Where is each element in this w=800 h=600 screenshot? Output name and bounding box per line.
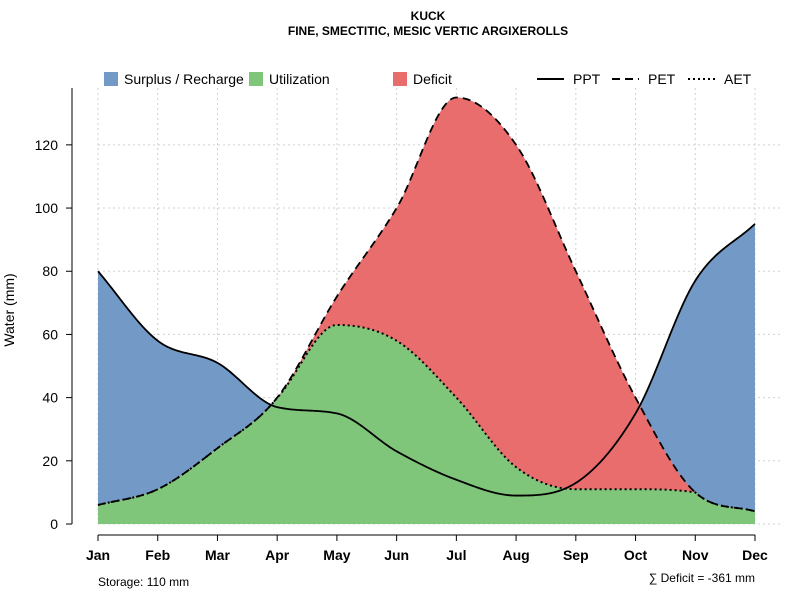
y-tick-label: 40 [42,390,58,406]
x-tick-label-jun: Jun [384,547,409,563]
legend-label-1: Utilization [269,71,330,87]
x-tick-label-may: May [323,547,350,563]
utilization-area [98,324,755,524]
legend-swatch-2 [393,72,407,86]
chart-subtitle: FINE, SMECTITIC, MESIC VERTIC ARGIXEROLL… [288,24,568,38]
x-tick-label-jul: Jul [446,547,466,563]
x-tick-label-feb: Feb [145,547,170,563]
area-fills [98,97,755,524]
legend-swatch-0 [104,72,118,86]
aet-line [97,323,756,513]
x-tick-label-nov: Nov [682,547,709,563]
legend-label-aet: AET [724,71,752,87]
x-tick-label-aug: Aug [502,547,529,563]
y-axis-label: Water (mm) [1,273,17,346]
y-tick-label: 120 [35,137,59,153]
axes: 0 20 40 60 80 100 120 Jan Feb Mar Apr May Jun Jul Aug S… [35,88,768,563]
chart-title: KUCK [411,9,446,23]
x-tick-label-oct: Oct [624,547,648,563]
legend-label-0: Surplus / Recharge [124,71,244,87]
legend-label-2: Deficit [413,71,452,87]
y-tick-label: 60 [42,326,58,342]
series-lines [97,96,756,513]
x-tick-label-apr: Apr [265,547,290,563]
x-tick-label-sep: Sep [563,547,589,563]
y-tick-label: 0 [50,516,58,532]
legend-label-ppt: PPT [573,71,601,87]
storage-note: Storage: 110 mm [98,575,189,589]
x-tick-label-mar: Mar [205,547,230,563]
legend-swatch-1 [249,72,263,86]
legend-label-pet: PET [648,71,676,87]
ppt-line [97,223,756,497]
y-tick-label: 20 [42,453,58,469]
x-tick-label-jan: Jan [86,547,110,563]
deficit-note: ∑ Deficit = -361 mm [649,571,755,585]
y-tick-label: 80 [42,263,58,279]
x-tick-label-dec: Dec [742,547,768,563]
y-tick-label: 100 [35,200,59,216]
legend: Surplus / Recharge Utilization Deficit PPT P… [104,71,752,87]
